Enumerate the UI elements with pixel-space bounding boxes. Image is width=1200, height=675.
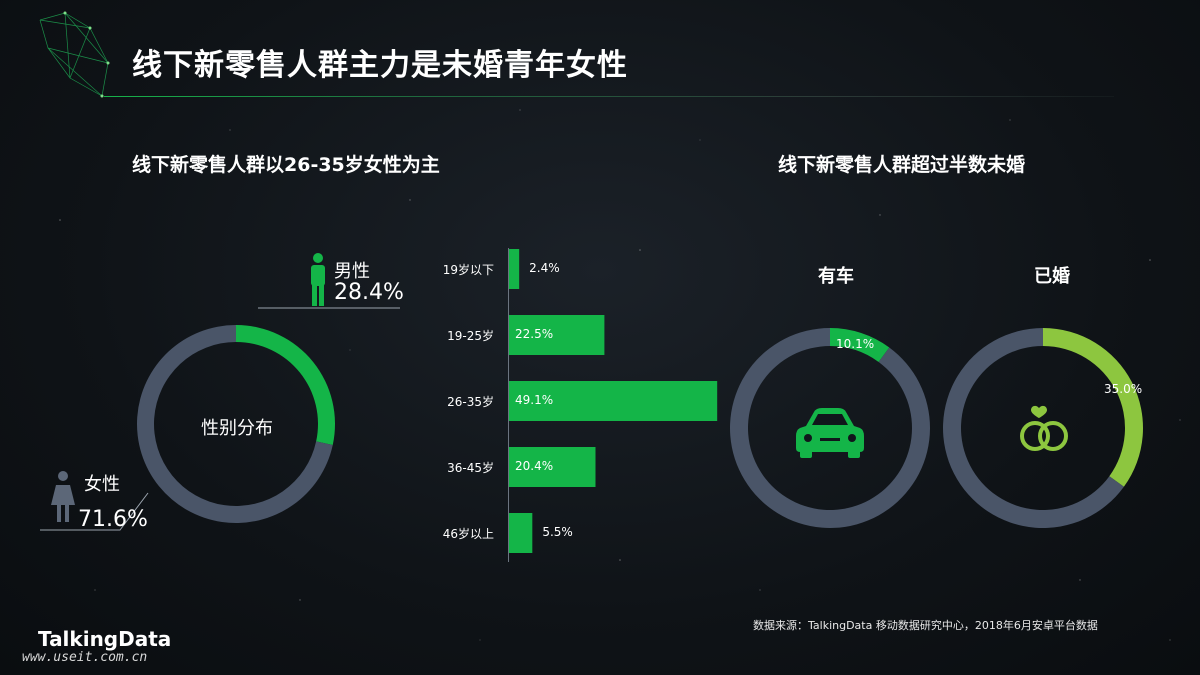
gender-donut-center-label: 性别分布 <box>201 418 273 439</box>
female-percent: 71.6% <box>78 507 148 532</box>
married-percent: 35.0% <box>1104 382 1143 396</box>
rings-heart-icon <box>1020 405 1068 451</box>
age-category-label: 36-45岁 <box>447 461 494 475</box>
male-person-icon <box>311 253 325 306</box>
car-percent: 10.1% <box>836 337 875 351</box>
donut-slice-0 <box>1043 328 1143 487</box>
data-source-note: 数据来源：TalkingData 移动数据研究中心，2018年6月安卓平台数据 <box>753 619 1098 632</box>
page-title: 线下新零售人群主力是未婚青年女性 <box>132 48 628 83</box>
age-value-label: 20.4% <box>515 459 554 473</box>
right-subtitle: 线下新零售人群超过半数未婚 <box>778 154 1026 176</box>
age-value-label: 22.5% <box>515 327 554 341</box>
age-value-label: 49.1% <box>515 393 554 407</box>
network-mesh-icon <box>39 11 110 98</box>
female-label: 女性 <box>84 474 120 495</box>
age-bar <box>509 315 605 355</box>
age-category-label: 19-25岁 <box>447 329 494 343</box>
age-bar <box>509 513 533 553</box>
car-icon <box>796 408 864 458</box>
donut-slice-0 <box>830 328 890 362</box>
married-donut-chart <box>943 328 1143 528</box>
female-person-icon <box>51 471 75 522</box>
donut-slice-0 <box>236 325 335 445</box>
age-bar <box>509 249 520 289</box>
age-category-label: 46岁以上 <box>442 527 494 541</box>
male-label: 男性 <box>334 261 370 282</box>
age-category-label: 26-35岁 <box>447 395 494 409</box>
gender-donut-chart <box>40 253 400 531</box>
age-value-label: 5.5% <box>542 525 573 539</box>
male-percent: 28.4% <box>334 280 404 305</box>
age-value-label: 2.4% <box>529 261 560 275</box>
left-subtitle: 线下新零售人群以26-35岁女性为主 <box>132 154 440 176</box>
age-bar <box>509 381 718 421</box>
car-donut-title: 有车 <box>818 266 854 287</box>
watermark-url: www.useit.com.cn <box>22 650 148 665</box>
age-bar-chart <box>508 248 718 562</box>
married-donut-title: 已婚 <box>1034 266 1070 287</box>
female-leader-line <box>40 492 149 531</box>
age-bar <box>509 447 596 487</box>
brand-logo-text: TalkingData <box>38 627 172 651</box>
car-donut-chart <box>730 328 930 528</box>
title-divider <box>104 96 1114 97</box>
age-category-label: 19岁以下 <box>442 263 494 277</box>
